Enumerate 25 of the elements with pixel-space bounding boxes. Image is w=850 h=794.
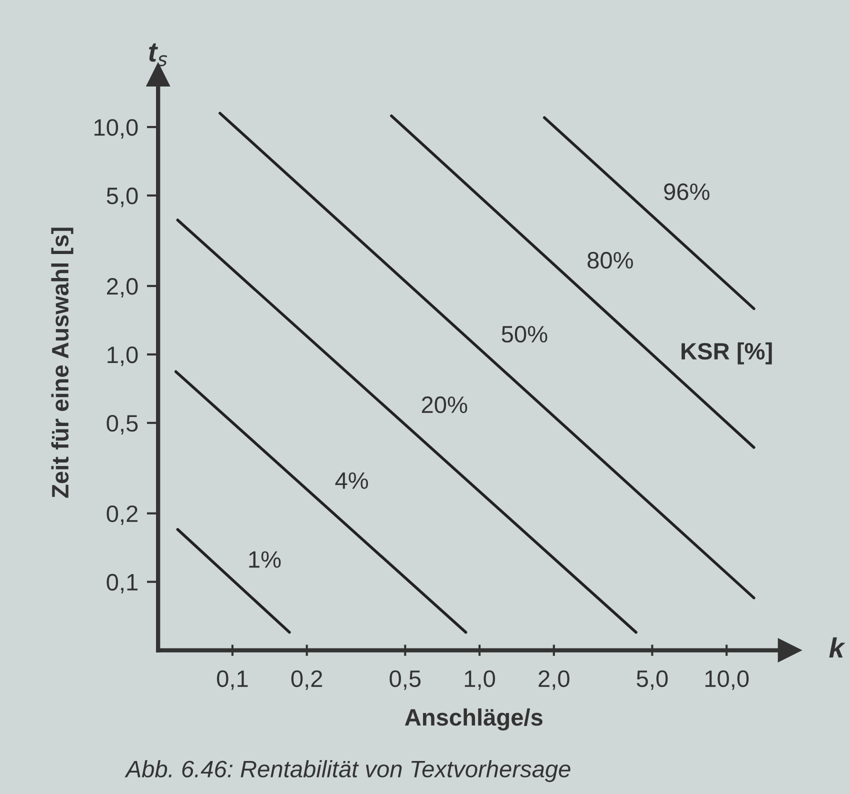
caption: Abb. 6.46: Rentabilität von Textvorhersage [124, 760, 570, 782]
series-label: 80% [588, 252, 633, 269]
x-tick-label: 5,0 [636, 670, 668, 690]
y-tick-label: 5,0 [106, 188, 138, 208]
text: k [829, 637, 846, 658]
x-tick-label: 1,0 [464, 670, 496, 690]
x-axis-title: Anschläge/s [404, 708, 542, 731]
y-axis-title: Zeit für eine Auswahl [s] [51, 228, 74, 498]
y-tick-label: 10,0 [94, 119, 138, 139]
series-label: 50% [502, 326, 548, 343]
annotation: KSR [%] [682, 342, 772, 364]
series-label: 96% [664, 183, 710, 200]
y-tick-label: 0,5 [106, 414, 138, 434]
series-label: 4% [335, 472, 368, 489]
x-tick-label: 0,5 [390, 670, 421, 690]
x-tick-label: 0,2 [291, 670, 322, 690]
x-tick-label: 0,1 [216, 670, 248, 690]
y-tick-label: 1,0 [108, 346, 138, 366]
x-tick-label: 2,0 [538, 670, 570, 690]
y-tick-label: 2,0 [107, 278, 138, 298]
x-tick-label: 10,0 [705, 670, 749, 690]
series-label: 20% [422, 396, 468, 414]
y-tick-label: 0,1 [106, 574, 138, 594]
series-label: 1% [249, 551, 281, 568]
y-tick-label: 0,2 [106, 505, 138, 525]
